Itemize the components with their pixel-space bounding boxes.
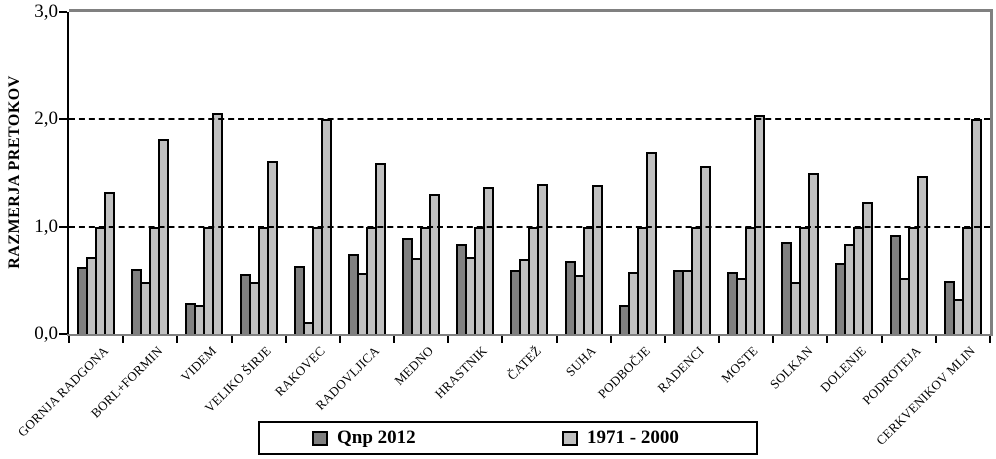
x-tick-0 bbox=[68, 336, 70, 343]
x-tick-16 bbox=[934, 336, 937, 343]
plot-area bbox=[59, 9, 993, 343]
x-tick-3 bbox=[230, 336, 233, 343]
x-tick-6 bbox=[393, 336, 396, 343]
bar-group-dolenje bbox=[827, 12, 881, 334]
y-axis-title: RAZMERJA PRETOKOV bbox=[6, 75, 23, 269]
x-label-text: GORNJA RADGONA bbox=[14, 343, 112, 440]
x-label-text: HRASTNIK bbox=[432, 343, 491, 402]
bar-group-podroteja bbox=[882, 12, 936, 334]
bar-group-radenci bbox=[665, 12, 719, 334]
x-tick-9 bbox=[555, 336, 558, 343]
bar-group-videm bbox=[177, 12, 231, 334]
legend-box: Qnp 2012 1971 - 2000 bbox=[258, 421, 758, 455]
x-label-text: VIDEM bbox=[177, 343, 220, 385]
y-tick-2 bbox=[59, 118, 67, 121]
y-tick-label-3: 3,0 bbox=[34, 1, 58, 22]
bar-group-solkan bbox=[773, 12, 827, 334]
x-tick-5 bbox=[338, 336, 341, 343]
bar-1971-2000-3 bbox=[429, 194, 441, 334]
x-tick-11 bbox=[663, 336, 666, 343]
bar-group-borl-formin bbox=[123, 12, 177, 334]
legend-swatch-qnp2012-icon bbox=[312, 430, 328, 446]
bar-1971-2000-3 bbox=[374, 163, 386, 334]
plot-frame-right bbox=[990, 9, 993, 334]
bar-1971-2000-3 bbox=[591, 184, 603, 334]
x-label-text: MEDNO bbox=[391, 343, 437, 389]
x-tick-2 bbox=[176, 336, 179, 343]
x-label-text: CERKVENIKOV MLIN bbox=[872, 343, 978, 448]
bar-groups bbox=[69, 12, 990, 334]
plot-frame-top bbox=[69, 9, 990, 12]
x-tick-10 bbox=[609, 336, 612, 343]
legend-swatch-1971-2000-icon bbox=[562, 430, 578, 446]
bar-group--ate- bbox=[502, 12, 556, 334]
bar-1971-2000-3 bbox=[212, 112, 224, 334]
x-label-text: SOLKAN bbox=[766, 343, 816, 392]
bar-group-hrastnik bbox=[448, 12, 502, 334]
x-tick-17 bbox=[989, 336, 991, 343]
bar-1971-2000-3 bbox=[537, 183, 549, 334]
legend-label-1971-2000: 1971 - 2000 bbox=[587, 427, 679, 448]
legend-item-qnp2012: Qnp 2012 bbox=[312, 423, 416, 453]
y-axis-line bbox=[67, 12, 69, 334]
bar-group-gornja-radgona bbox=[69, 12, 123, 334]
bar-1971-2000-3 bbox=[808, 173, 820, 334]
bar-group-moste bbox=[719, 12, 773, 334]
x-label-text: DOLENJE bbox=[817, 343, 870, 395]
x-tick-12 bbox=[718, 336, 721, 343]
bar-1971-2000-3 bbox=[916, 176, 928, 334]
gridline-2 bbox=[69, 118, 990, 121]
x-tick-7 bbox=[447, 336, 450, 343]
bar-1971-2000-3 bbox=[104, 192, 116, 334]
bar-1971-2000-3 bbox=[699, 165, 711, 334]
bar-group-suha bbox=[557, 12, 611, 334]
bar-group-podbo-je bbox=[611, 12, 665, 334]
bar-group-radovljica bbox=[340, 12, 394, 334]
bar-1971-2000-3 bbox=[645, 151, 657, 334]
bar-1971-2000-3 bbox=[483, 186, 495, 334]
legend-label-qnp2012: Qnp 2012 bbox=[337, 427, 416, 448]
bar-qnp2012 bbox=[293, 266, 305, 334]
x-axis-line bbox=[67, 334, 993, 336]
x-tick-4 bbox=[284, 336, 287, 343]
x-tick-13 bbox=[772, 336, 775, 343]
bar-1971-2000-3 bbox=[862, 201, 874, 334]
y-tick-1 bbox=[59, 225, 67, 228]
gridline-1 bbox=[69, 225, 990, 228]
x-tick-8 bbox=[501, 336, 504, 343]
bar-group-rakovec bbox=[286, 12, 340, 334]
bar-1971-2000-3 bbox=[158, 138, 170, 334]
x-label-text: RAKOVEC bbox=[271, 343, 328, 400]
y-tick-0 bbox=[59, 333, 67, 335]
x-tick-14 bbox=[826, 336, 829, 343]
y-tick-3 bbox=[59, 11, 67, 13]
bar-1971-2000-3 bbox=[266, 161, 278, 334]
bar-group-cerkvenikov-mlin bbox=[936, 12, 990, 334]
y-tick-label-0: 0,0 bbox=[34, 323, 58, 344]
x-tick-1 bbox=[122, 336, 125, 343]
legend-item-1971-2000: 1971 - 2000 bbox=[562, 423, 679, 453]
x-label-text: MOSTE bbox=[718, 343, 762, 386]
y-tick-label-1: 1,0 bbox=[34, 215, 58, 237]
x-label-text: SUHA bbox=[562, 343, 599, 380]
x-tick-15 bbox=[880, 336, 883, 343]
x-label-text: PODBOČJE bbox=[594, 343, 653, 402]
x-label-text: RADENCI bbox=[654, 343, 707, 396]
bar-group-medno bbox=[394, 12, 448, 334]
bar-1971-2000-3 bbox=[754, 115, 766, 334]
bar-group-veliko-irje bbox=[232, 12, 286, 334]
x-label-text: ČATEŽ bbox=[504, 343, 545, 383]
y-tick-label-2: 2,0 bbox=[34, 108, 58, 130]
